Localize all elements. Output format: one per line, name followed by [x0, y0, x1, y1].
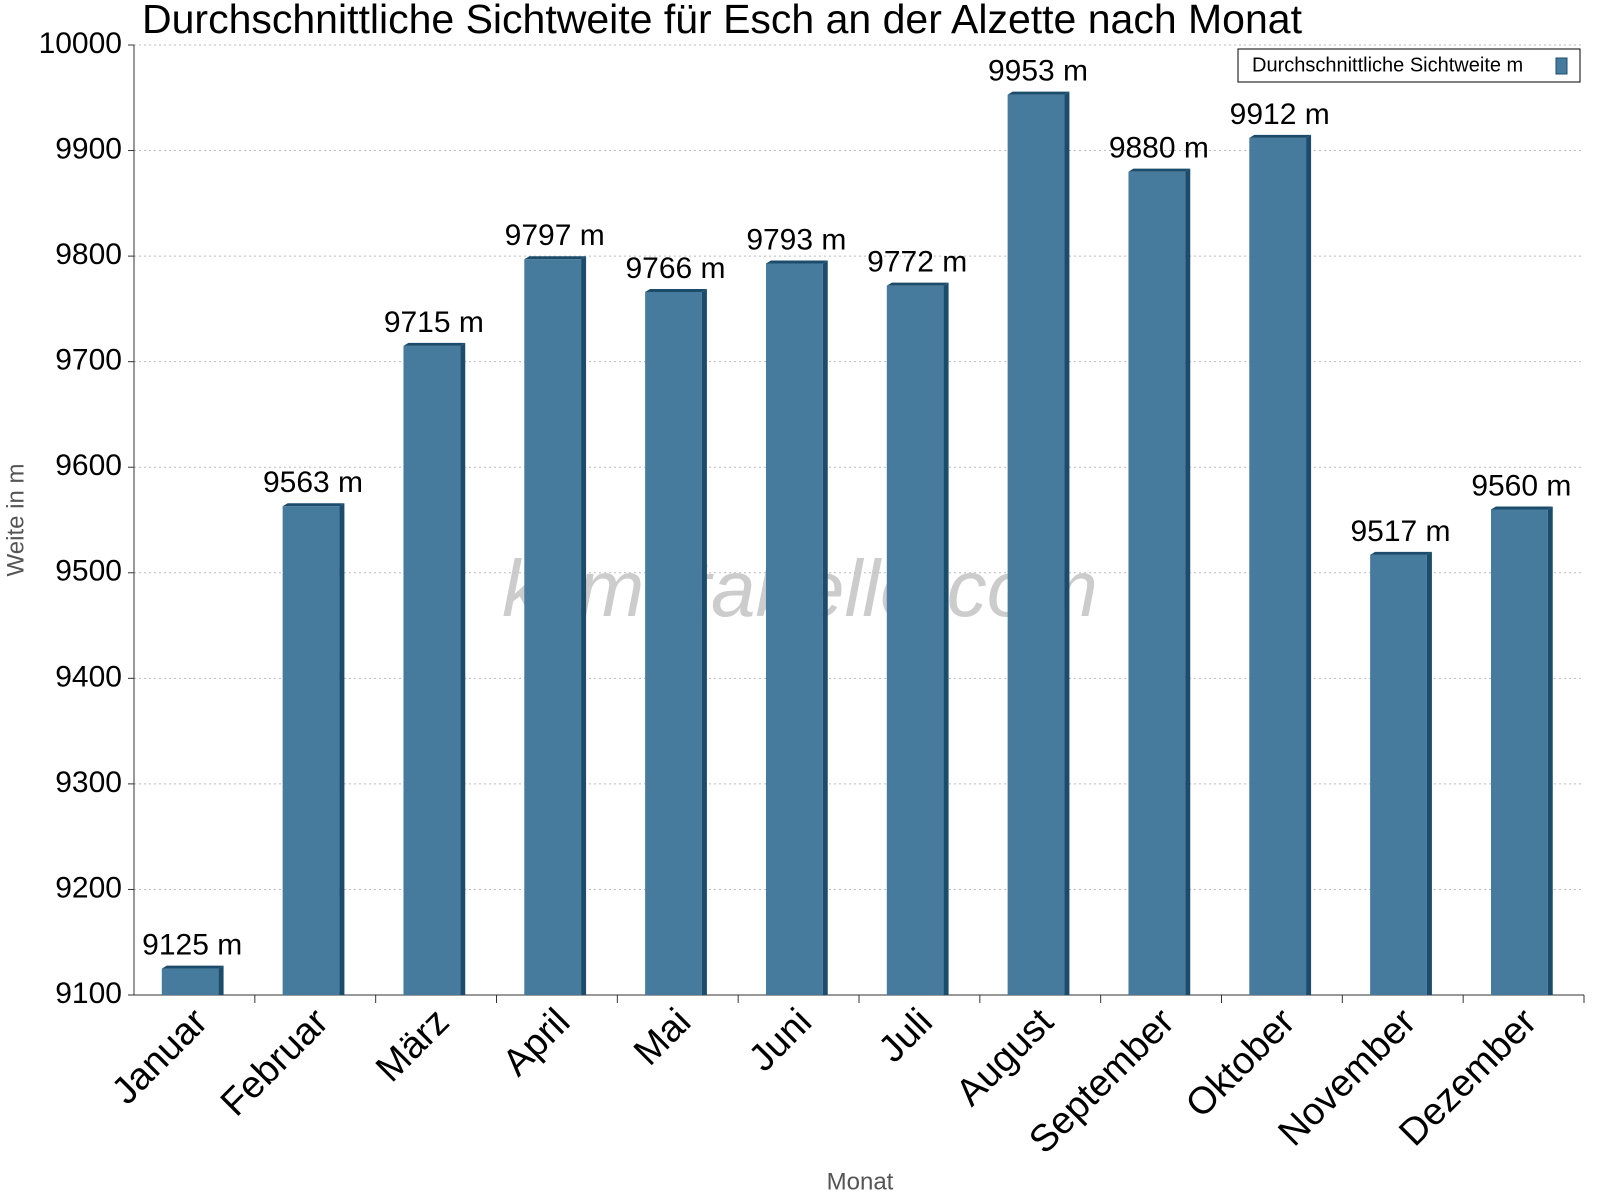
bar-side [581, 256, 587, 995]
bar [886, 285, 944, 996]
x-tick-label: Juli [871, 1001, 941, 1071]
bar-side [1064, 91, 1070, 996]
bar [1249, 137, 1307, 995]
x-tick-label: August [948, 1000, 1062, 1114]
bar-top [1128, 168, 1191, 172]
legend-swatch [1555, 57, 1568, 75]
y-tick-label: 9400 [55, 660, 122, 693]
bar-side [1547, 506, 1553, 995]
value-label: 9953 m [988, 55, 1088, 88]
bar-top [524, 256, 587, 260]
bar-side [943, 282, 949, 996]
value-label: 9793 m [746, 223, 846, 256]
bar [645, 292, 702, 995]
y-tick-label: 9500 [55, 555, 122, 588]
value-label: 9772 m [867, 246, 967, 279]
bar-top [645, 289, 707, 292]
bar-side [1185, 168, 1191, 995]
y-tick-label: 9800 [55, 238, 122, 271]
value-label: 9880 m [1109, 132, 1209, 165]
bar [1370, 554, 1427, 995]
bar-side [701, 289, 707, 995]
y-tick-label: 10000 [39, 27, 122, 60]
y-tick-label: 9100 [55, 977, 122, 1010]
y-tick-label: 9200 [55, 871, 122, 904]
x-tick-label: Januar [104, 1001, 216, 1113]
bar [524, 259, 582, 995]
bar-top [765, 260, 828, 264]
bar-side [339, 503, 345, 995]
value-label: 9797 m [505, 219, 605, 252]
chart-title: Durchschnittliche Sichtweite für Esch an… [142, 0, 1303, 42]
bar-side [822, 260, 828, 995]
x-tick-label: Juni [741, 1001, 820, 1080]
bar-side [1306, 134, 1312, 995]
bar [1490, 509, 1548, 995]
bar [403, 345, 461, 995]
bar [765, 263, 823, 995]
y-tick-label: 9600 [55, 449, 122, 482]
bar-top [886, 282, 949, 286]
value-label: 9563 m [263, 466, 363, 499]
legend-label: Durchschnittliche Sichtweite m [1252, 54, 1523, 76]
value-label: 9517 m [1350, 515, 1450, 548]
bar-top [161, 965, 224, 969]
x-tick-label: März [368, 1001, 457, 1090]
value-label: 9766 m [625, 252, 725, 285]
value-label: 9560 m [1471, 469, 1571, 502]
bar [161, 968, 219, 995]
bar-top [282, 503, 345, 507]
bar-top [1249, 134, 1312, 138]
bar-side [218, 965, 224, 995]
bar-top [1007, 91, 1070, 95]
bar [282, 506, 340, 995]
y-tick-label: 9900 [55, 132, 122, 165]
y-tick-label: 9700 [55, 344, 122, 377]
x-tick-label: Februar [213, 1001, 337, 1125]
bar-top [1490, 506, 1553, 510]
bar-side [460, 342, 466, 995]
value-label: 9912 m [1230, 98, 1330, 131]
value-label: 9715 m [384, 306, 484, 339]
bar-side [1426, 551, 1432, 995]
x-axis-label: Monat [827, 1168, 894, 1195]
value-label: 9125 m [142, 929, 242, 962]
x-tick-label: Oktober [1178, 1001, 1304, 1127]
x-tick-label: Mai [626, 1001, 699, 1074]
y-axis-label: Weite in m [2, 464, 29, 577]
bar [1128, 171, 1186, 995]
legend-box [1237, 48, 1581, 83]
y-tick-label: 9300 [55, 766, 122, 799]
x-tick-label: April [495, 1001, 578, 1084]
bar-top [403, 342, 466, 346]
legend: Durchschnittliche Sichtweite m [1237, 48, 1581, 83]
bar [1007, 94, 1065, 996]
bar-top [1370, 551, 1432, 555]
